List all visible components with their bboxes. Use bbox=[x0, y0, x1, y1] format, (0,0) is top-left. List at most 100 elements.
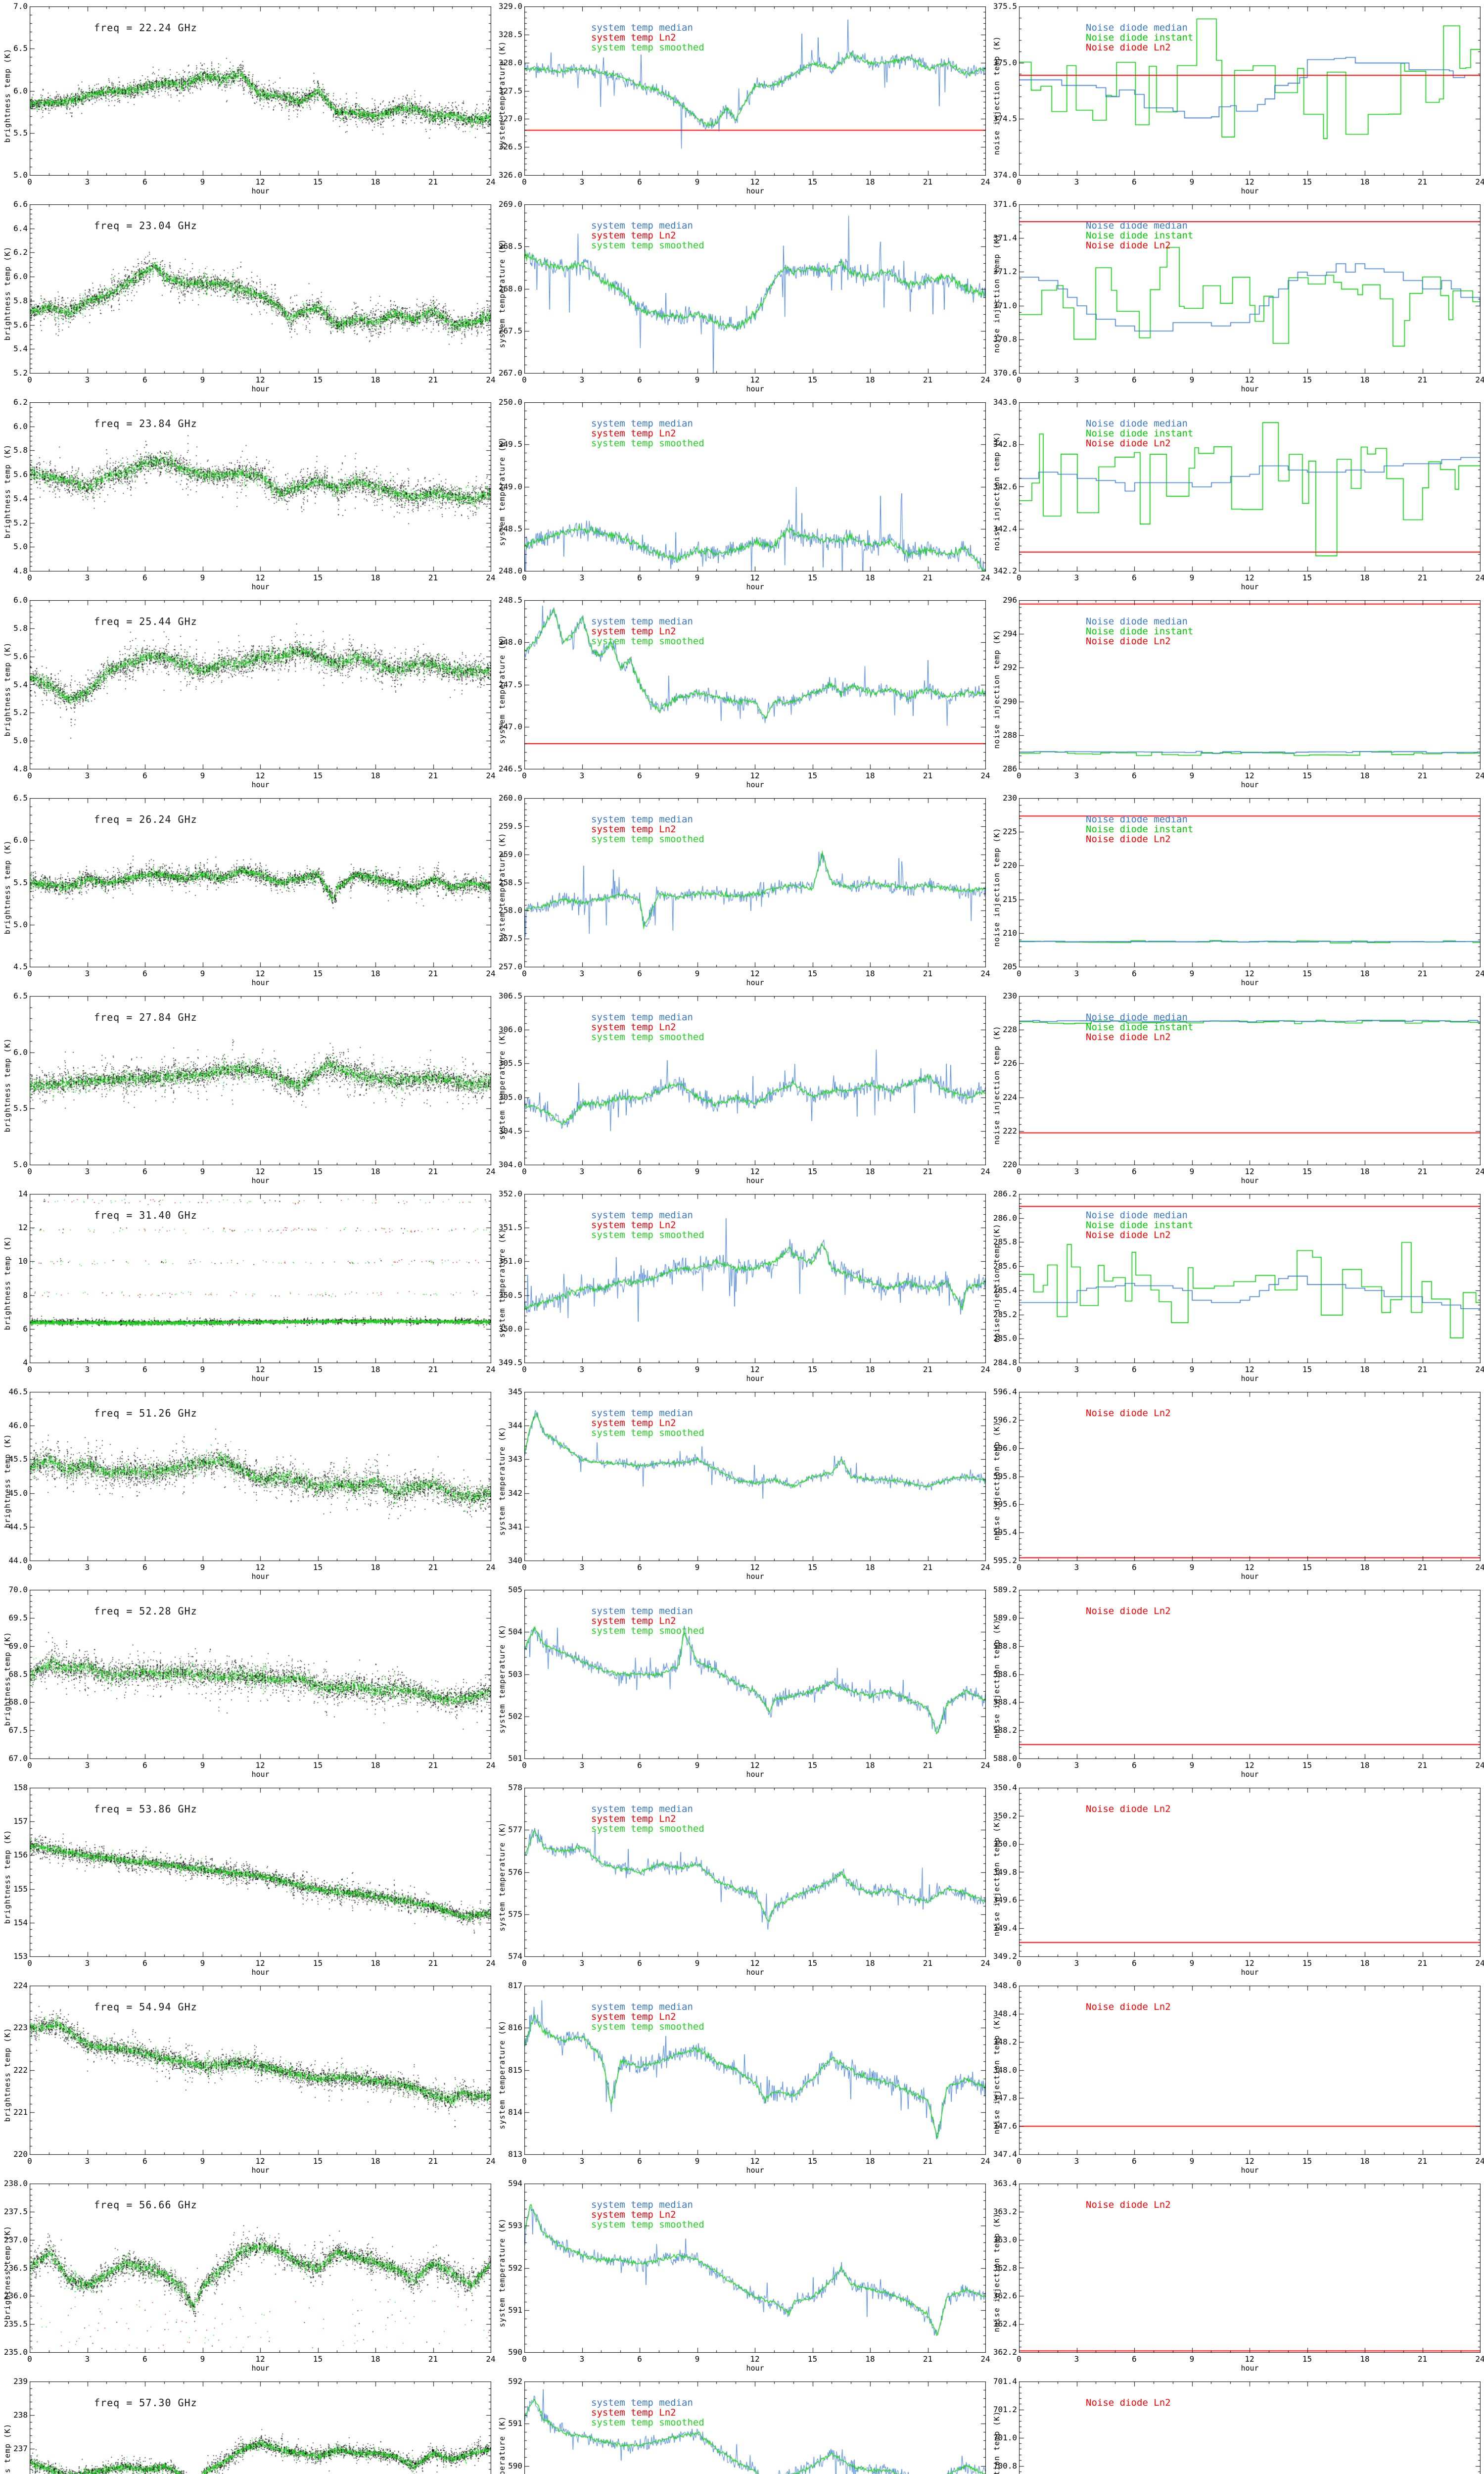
legend-item: system temp median bbox=[591, 22, 693, 33]
x-axis-title: hour bbox=[251, 1374, 270, 1383]
system-temp-panel-canvas bbox=[524, 798, 986, 967]
legend-item: Noise diode Ln2 bbox=[1086, 2397, 1171, 2408]
noise-diode-panel-canvas bbox=[1019, 204, 1481, 374]
x-axis-title: hour bbox=[251, 2364, 270, 2373]
freq-title: freq = 56.66 GHz bbox=[94, 2199, 197, 2211]
y-tick-label: 296 bbox=[1003, 595, 1017, 605]
y-axis-title: system temperature (K) bbox=[498, 2218, 507, 2328]
y-tick-label: 5.2 bbox=[13, 708, 28, 717]
x-tick-label: 9 bbox=[695, 177, 700, 187]
y-tick-label: 4 bbox=[23, 1358, 28, 1367]
x-axis-title: hour bbox=[1241, 1572, 1259, 1581]
brightness-panel: 5.0 5.5 6.0 6.5 0 3 6 9 12 15 18 21 24 hour brightness… bbox=[0, 990, 496, 1188]
x-axis-title: hour bbox=[746, 2166, 764, 2175]
x-axis-title: hour bbox=[1241, 978, 1259, 987]
y-tick-label: 701.2 bbox=[993, 2404, 1017, 2414]
brightness-panel: 5.0 5.5 6.0 6.5 7.0 0 3 6 9 12 15 18 21 24 hour brightn… bbox=[0, 0, 496, 198]
x-tick-label: 12 bbox=[750, 2354, 760, 2364]
x-tick-label: 24 bbox=[980, 573, 990, 582]
legend-item: Noise diode instant bbox=[1086, 1220, 1194, 1231]
system-temp-panel-canvas bbox=[524, 6, 986, 176]
plot-row: 220 221 222 223 224 0 3 6 9 12 15 18 21 24 hour brightn… bbox=[0, 1979, 1484, 2177]
x-tick-label: 6 bbox=[142, 177, 147, 187]
x-tick-label: 0 bbox=[1017, 771, 1021, 780]
y-tick-label: 503 bbox=[508, 1669, 522, 1679]
y-tick-label: 327.5 bbox=[498, 86, 522, 95]
x-tick-label: 6 bbox=[142, 1958, 147, 1968]
x-tick-label: 24 bbox=[1475, 771, 1484, 780]
y-axis-title: noise injection temp (K) bbox=[992, 1223, 1001, 1343]
x-tick-label: 6 bbox=[142, 969, 147, 978]
legend-item: Noise diode Ln2 bbox=[1086, 834, 1171, 845]
x-tick-label: 0 bbox=[1017, 1958, 1021, 1968]
y-tick-label: 371.2 bbox=[993, 267, 1017, 277]
legend-item: Noise diode instant bbox=[1086, 32, 1194, 43]
legend: Noise diode Ln2 bbox=[1086, 2002, 1171, 2012]
legend-item: Noise diode instant bbox=[1086, 1022, 1194, 1033]
x-tick-label: 18 bbox=[1360, 1563, 1370, 1572]
y-tick-label: 158 bbox=[13, 1783, 28, 1792]
x-tick-label: 3 bbox=[579, 2354, 585, 2364]
brightness-panel-canvas bbox=[30, 1788, 491, 1957]
y-tick-label: 5.5 bbox=[13, 1103, 28, 1113]
x-tick-label: 3 bbox=[1074, 375, 1079, 384]
y-tick-label: 5.4 bbox=[13, 493, 28, 503]
x-axis-title: hour bbox=[251, 780, 270, 789]
brightness-panel: 235.0 235.5 236.0 236.5 237.0 237.5 238.0 0 3 6 9 1… bbox=[0, 2177, 496, 2375]
legend-item: Noise diode Ln2 bbox=[1086, 1408, 1171, 1419]
y-tick-label: 362.4 bbox=[993, 2319, 1017, 2329]
x-tick-label: 9 bbox=[695, 1760, 700, 1770]
noise-diode-panel-canvas bbox=[1019, 798, 1481, 967]
x-tick-label: 9 bbox=[200, 1958, 205, 1968]
legend-item: system temp median bbox=[591, 1408, 693, 1419]
x-tick-label: 3 bbox=[1074, 573, 1079, 582]
y-tick-label: 70.0 bbox=[8, 1585, 28, 1594]
y-tick-label: 6.2 bbox=[13, 397, 28, 407]
x-tick-label: 6 bbox=[637, 1760, 642, 1770]
legend-item: Noise diode median bbox=[1086, 616, 1188, 627]
x-tick-label: 9 bbox=[200, 177, 205, 187]
x-tick-label: 6 bbox=[142, 1365, 147, 1374]
legend-item: system temp smoothed bbox=[591, 834, 704, 845]
plot-row: 67.0 67.5 68.0 68.5 69.0 69.5 70.0 0 3 6 9 12 15 18 21… bbox=[0, 1583, 1484, 1781]
x-tick-label: 18 bbox=[1360, 1365, 1370, 1374]
x-tick-label: 15 bbox=[807, 1563, 818, 1572]
x-tick-label: 24 bbox=[1475, 1365, 1484, 1374]
x-tick-label: 24 bbox=[1475, 1760, 1484, 1770]
y-tick-label: 12 bbox=[18, 1223, 28, 1233]
y-tick-label: 6.6 bbox=[13, 199, 28, 209]
y-tick-label: 5.4 bbox=[13, 344, 28, 354]
x-axis-title: hour bbox=[251, 582, 270, 591]
x-tick-label: 24 bbox=[1475, 1563, 1484, 1572]
plot-row: 235.0 235.5 236.0 236.5 237.0 237.5 238.0 0 3 6 9 1… bbox=[0, 2177, 1484, 2375]
x-tick-label: 0 bbox=[522, 2156, 527, 2166]
y-tick-label: 588.6 bbox=[993, 1669, 1017, 1679]
y-tick-label: 589.2 bbox=[993, 1585, 1017, 1594]
x-tick-label: 0 bbox=[27, 969, 32, 978]
x-tick-label: 21 bbox=[923, 177, 933, 187]
y-tick-label: 44.0 bbox=[8, 1556, 28, 1565]
legend: Noise diode median Noise diode instant Noi… bbox=[1086, 1210, 1193, 1240]
legend-item: system temp Ln2 bbox=[591, 2011, 676, 2022]
x-tick-label: 15 bbox=[313, 771, 323, 780]
y-tick-label: 68.5 bbox=[8, 1669, 28, 1679]
x-tick-label: 21 bbox=[923, 1365, 933, 1374]
x-axis-title: hour bbox=[251, 978, 270, 987]
x-tick-label: 15 bbox=[1302, 573, 1312, 582]
y-tick-label: 374.5 bbox=[993, 114, 1017, 124]
y-tick-label: 44.5 bbox=[8, 1522, 28, 1531]
y-tick-label: 351.5 bbox=[498, 1223, 522, 1233]
legend-item: system temp smoothed bbox=[591, 240, 704, 251]
legend: system temp median system temp Ln2 system … bbox=[591, 1804, 704, 1834]
x-axis-title: hour bbox=[1241, 2166, 1259, 2175]
y-axis-title: brightness temp (K) bbox=[3, 1236, 12, 1331]
x-axis-title: hour bbox=[1241, 1770, 1259, 1779]
x-tick-label: 15 bbox=[1302, 1365, 1312, 1374]
x-tick-label: 18 bbox=[371, 375, 380, 384]
x-tick-label: 0 bbox=[1017, 1563, 1021, 1572]
x-tick-label: 0 bbox=[1017, 1760, 1021, 1770]
x-axis-title: hour bbox=[251, 187, 270, 195]
y-tick-label: 236.0 bbox=[3, 2291, 28, 2301]
legend-item: system temp Ln2 bbox=[591, 32, 676, 43]
x-tick-label: 15 bbox=[1302, 1760, 1312, 1770]
